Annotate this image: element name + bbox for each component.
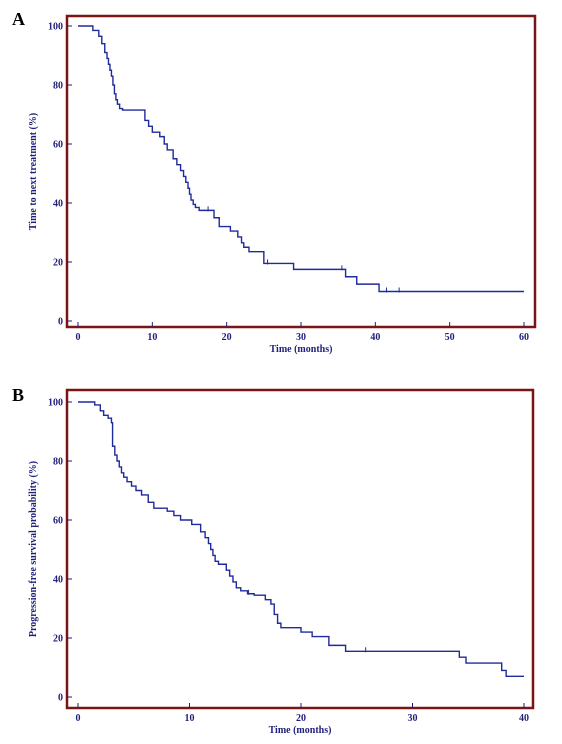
y-tick-label: 60 <box>53 140 63 151</box>
y-tick-label: 100 <box>48 398 63 409</box>
x-axis-title: Time (months) <box>269 725 332 736</box>
x-tick-label: 30 <box>296 332 306 343</box>
km-chart-a: 0 20 40 60 80 100 0 10 20 30 40 50 60 Time (months) Ti… <box>28 14 537 355</box>
panel-a: A 0 20 40 60 80 100 0 10 20 30 40 50 60 Time (months)… <box>12 9 537 355</box>
x-tick-label: 0 <box>76 713 81 724</box>
y-tick-label: 20 <box>53 258 63 269</box>
y-tick-label: 0 <box>58 317 63 328</box>
y-tick-label: 0 <box>58 693 63 704</box>
plot-frame <box>65 14 537 329</box>
x-tick-label: 30 <box>408 713 418 724</box>
y-tick-label: 60 <box>53 516 63 527</box>
x-tick-label: 20 <box>296 713 306 724</box>
x-tick-label: 40 <box>370 332 380 343</box>
x-tick-label: 40 <box>519 713 529 724</box>
survival-curve <box>78 401 524 678</box>
km-chart-b: 0 20 40 60 80 100 0 10 20 30 40 Time (months) Progre… <box>28 388 535 736</box>
panel-label-b: B <box>12 385 25 405</box>
y-tick-label: 80 <box>53 457 63 468</box>
y-tick-label: 20 <box>53 634 63 645</box>
y-tick-label: 100 <box>48 22 63 33</box>
y-axis-title: Time to next treatment (%) <box>28 113 39 230</box>
panel-b: B 0 20 40 60 80 100 0 10 20 30 40 Time (months) Prog… <box>0 372 562 744</box>
plot-frame <box>65 388 535 710</box>
x-axis-title: Time (months) <box>270 344 333 355</box>
panel-label-a: A <box>12 9 25 29</box>
survival-curve <box>78 25 524 293</box>
y-tick-label: 40 <box>53 575 63 586</box>
y-tick-label: 80 <box>53 81 63 92</box>
x-tick-label: 50 <box>445 332 455 343</box>
x-tick-label: 20 <box>222 332 232 343</box>
x-tick-label: 0 <box>76 332 81 343</box>
x-tick-label: 10 <box>147 332 157 343</box>
x-tick-label: 60 <box>519 332 529 343</box>
y-tick-label: 40 <box>53 199 63 210</box>
y-axis-title: Progression-free survival probability (%… <box>28 461 39 637</box>
x-tick-label: 10 <box>185 713 195 724</box>
